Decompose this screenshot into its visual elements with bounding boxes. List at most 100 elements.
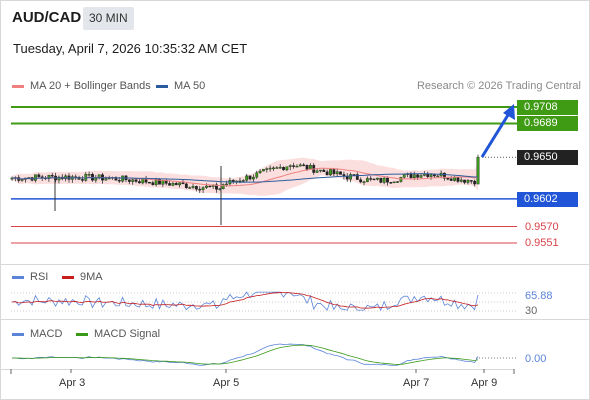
candle-body [181,182,185,185]
candle-body [94,177,98,181]
candle-body [429,174,433,177]
candle-body [476,157,480,185]
candle-body [436,175,440,178]
candle-body [141,178,145,184]
candle-body [184,183,188,189]
candle-body [262,169,265,172]
candle-body [258,170,262,173]
candle-body [446,178,450,180]
legend-label: MACD Signal [94,328,161,340]
candle-body [392,181,396,184]
candle-body [315,170,319,173]
legend-swatch [62,275,74,279]
candle-body [50,174,54,177]
candle-body [295,165,299,168]
legend-swatch [156,84,168,88]
candle-body [221,184,225,190]
support-3-label: 0.9551 [525,237,559,249]
candle-body [288,165,292,167]
candle-body [188,187,192,189]
candle-body [325,171,329,176]
candle-body [251,176,255,180]
candle-body [131,179,135,182]
datetime-label: Tuesday, April 7, 2026 10:35:32 AM CET [13,41,248,56]
candle-body [20,179,24,181]
candle-body [302,164,306,167]
rsi-value: 65.88 [525,290,553,302]
candle-body [409,173,413,179]
legend-label: MA 50 [174,80,206,92]
candle-body [389,182,393,184]
rsi-line [11,291,479,312]
candle-body [469,180,473,182]
candle-body [57,176,61,181]
candle-body [137,181,141,184]
candle-body [205,185,208,188]
candle-body [298,164,302,167]
candle-body [399,177,403,182]
legend-macd-signal: MACD Signal [76,328,160,340]
candle-body [282,166,285,171]
legend-macd: MACD [12,328,62,340]
candle-body [285,166,289,171]
candle-body [459,179,463,182]
support-2-label: 0.9570 [525,221,559,233]
legend-rsi-ma: 9MA [62,271,103,283]
candle-body [255,172,259,178]
candle-body [319,169,322,172]
timeframe-badge[interactable]: 30 MIN [83,7,134,30]
x-tick-label: Apr 5 [213,377,240,389]
candle-body [372,178,376,181]
macd-line [11,343,479,366]
macd-value: 0.00 [525,353,547,365]
legend-ma20-bb: MA 20 + Bollinger Bands [12,80,151,92]
candle-body [248,175,252,180]
candle-body [473,180,477,185]
candle-body [275,167,279,169]
candle-body [339,171,342,175]
candle-body [268,167,272,170]
candle-body [151,182,155,185]
candle-body [47,174,51,179]
candle-body [463,179,466,183]
candle-body [349,174,353,180]
candle-body [265,168,269,170]
candle-body [174,182,178,186]
candle-body [201,187,205,190]
bollinger-band [12,157,478,196]
candle-body [168,183,171,186]
forecast-arrow [480,114,510,158]
last-price-tag: 0.9650 [517,150,578,165]
candle-body [386,177,389,183]
candle-body [329,169,332,176]
candle-body [369,178,373,180]
candle-body [419,175,423,178]
candle-body [278,166,282,169]
legend-swatch [12,332,24,336]
candle-body [215,184,218,190]
legend-swatch [76,332,88,336]
candle-body [412,174,416,179]
symbol-title: AUD/CAD [12,9,82,26]
candle-body [322,169,326,172]
forecast-arrowhead [503,104,515,120]
candle-body [194,186,198,190]
candle-body [178,182,182,186]
candle-body [245,175,249,181]
legend-swatch [12,84,24,88]
candle-body [87,173,91,176]
candle-body [456,176,460,182]
candle-body [148,182,151,184]
pane-divider [0,319,590,320]
candle-body [127,179,131,182]
candle-body [335,171,339,175]
candle-body [382,177,386,183]
candle-body [359,179,363,183]
legend-label: 9MA [80,271,103,283]
legend-label: MACD [30,328,63,340]
candle-body [443,172,446,179]
resistance-2-tag: 0.9708 [517,100,578,115]
candle-body [379,177,383,183]
x-tick-label: Apr 9 [471,377,498,389]
